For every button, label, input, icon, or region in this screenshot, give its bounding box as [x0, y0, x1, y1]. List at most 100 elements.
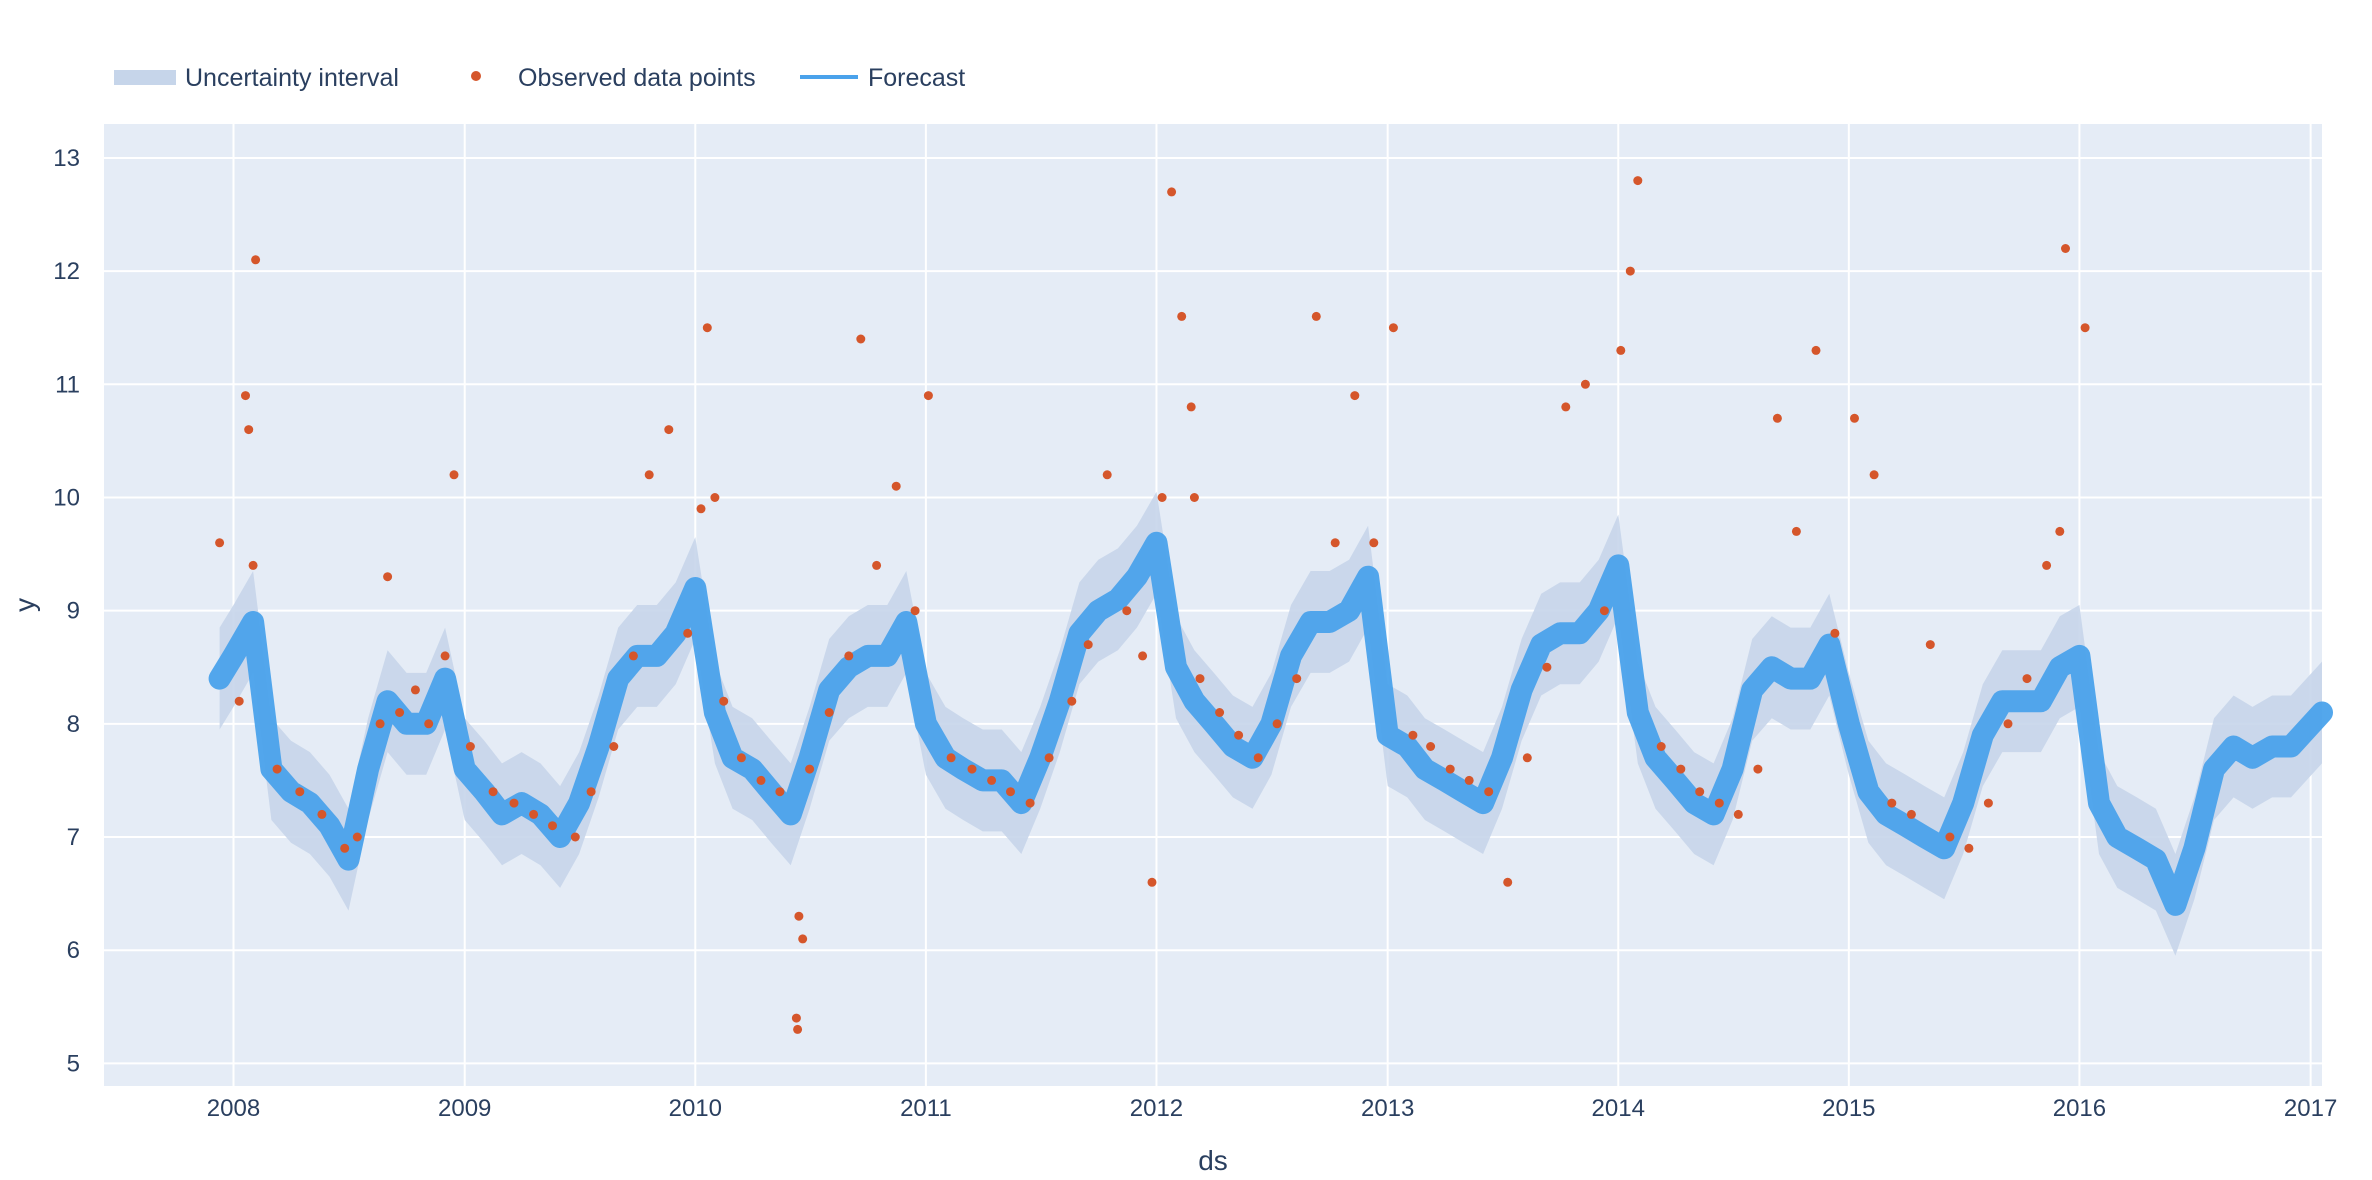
- observed-point: [488, 787, 498, 797]
- observed-point: [793, 1024, 803, 1034]
- observed-point: [1542, 662, 1552, 672]
- observed-point: [1157, 493, 1167, 502]
- y-tick-label-3: 8: [67, 711, 80, 738]
- observed-point: [609, 742, 619, 751]
- observed-point: [317, 809, 327, 819]
- observed-point: [987, 775, 997, 785]
- x-tick-label-8: 2016: [2053, 1095, 2106, 1122]
- observed-point: [923, 391, 933, 401]
- observed-point: [529, 809, 539, 819]
- observed-point: [1983, 798, 1993, 808]
- observed-point: [1253, 753, 1263, 763]
- observed-point: [1122, 606, 1132, 616]
- legend-label-forecast: Forecast: [868, 64, 965, 92]
- observed-point: [2061, 244, 2070, 253]
- observed-point: [1025, 798, 1035, 808]
- observed-point: [719, 696, 729, 706]
- observed-points: [215, 176, 2090, 1034]
- observed-point: [251, 255, 261, 265]
- forecast-line-layer: [208, 531, 2333, 916]
- observed-point: [1753, 764, 1763, 774]
- observed-point: [410, 685, 420, 695]
- observed-point: [2003, 719, 2013, 729]
- observed-point: [1484, 787, 1494, 797]
- observed-point: [1067, 696, 1077, 706]
- observed-point: [1102, 470, 1112, 480]
- x-tick-label-1: 2009: [438, 1095, 491, 1122]
- observed-point: [967, 764, 977, 774]
- x-tick-label-0: 2008: [207, 1095, 260, 1122]
- observed-point: [1906, 809, 1916, 819]
- observed-point: [1311, 311, 1321, 321]
- observed-point: [1189, 493, 1199, 502]
- observed-point: [244, 425, 254, 435]
- y-tick-label-5: 10: [53, 484, 80, 511]
- observed-point: [352, 832, 362, 842]
- x-tick-label-3: 2011: [900, 1095, 952, 1122]
- observed-point: [1695, 787, 1705, 797]
- y-axis-ticks: 5 6 7 8 9 10 11 12 13: [53, 145, 80, 1077]
- y-tick-label-1: 6: [67, 937, 80, 964]
- observed-point: [644, 470, 654, 480]
- observed-point: [2022, 674, 2032, 684]
- observed-point: [383, 572, 393, 582]
- observed-point: [1964, 843, 1974, 853]
- observed-point: [1625, 266, 1635, 276]
- legend-item-uncertainty[interactable]: Uncertainty interval: [114, 64, 399, 92]
- y-tick-label-0: 5: [67, 1050, 80, 1077]
- observed-point: [272, 764, 282, 774]
- x-tick-label-7: 2015: [1822, 1095, 1875, 1122]
- observed-point: [1272, 719, 1282, 729]
- observed-point: [736, 753, 746, 763]
- y-tick-label-6: 11: [55, 371, 80, 398]
- observed-point: [465, 742, 475, 751]
- legend: Uncertainty interval Observed data point…: [114, 64, 965, 92]
- x-tick-label-2: 2010: [669, 1095, 722, 1122]
- observed-point: [1633, 176, 1643, 186]
- observed-point: [891, 481, 901, 491]
- observed-point: [1330, 538, 1340, 548]
- observed-point: [586, 787, 596, 797]
- observed-point: [910, 606, 920, 616]
- legend-item-forecast[interactable]: Forecast: [800, 64, 965, 92]
- observed-point: [794, 911, 804, 921]
- observed-point: [1044, 753, 1054, 763]
- observed-point: [509, 798, 519, 808]
- observed-point: [1599, 606, 1609, 616]
- x-axis-ticks: 2008 2009 2010 2011 2012 2013 2014 2015 2016 2017: [207, 1095, 2338, 1122]
- legend-swatch-uncertainty: [114, 70, 176, 85]
- observed-point: [395, 708, 405, 717]
- observed-point: [1292, 674, 1302, 684]
- observed-point: [1887, 798, 1897, 808]
- observed-point: [824, 708, 834, 717]
- observed-point: [856, 334, 866, 344]
- observed-point: [340, 843, 350, 853]
- observed-point: [295, 787, 305, 797]
- y-tick-label-4: 9: [67, 598, 80, 625]
- observed-point: [1445, 764, 1455, 774]
- observed-point: [1772, 413, 1782, 423]
- observed-point: [1830, 628, 1840, 638]
- observed-point: [1138, 651, 1148, 661]
- legend-label-observed: Observed data points: [518, 64, 756, 92]
- observed-point: [1234, 730, 1244, 740]
- observed-point: [664, 425, 674, 435]
- observed-point: [248, 560, 258, 570]
- observed-point: [1195, 674, 1205, 684]
- observed-point: [1869, 470, 1879, 480]
- observed-point: [1177, 311, 1187, 321]
- observed-point: [798, 934, 808, 944]
- observed-point: [1925, 640, 1935, 650]
- x-tick-label-5: 2013: [1361, 1095, 1414, 1122]
- y-tick-label-8: 13: [53, 145, 80, 172]
- x-axis-title: ds: [1198, 1145, 1228, 1176]
- y-tick-label-7: 12: [53, 258, 80, 285]
- legend-item-observed[interactable]: Observed data points: [471, 64, 756, 92]
- y-axis-title: y: [9, 598, 40, 612]
- observed-point: [1369, 538, 1379, 548]
- observed-point: [234, 696, 244, 706]
- legend-label-uncertainty: Uncertainty interval: [185, 64, 399, 92]
- observed-point: [1426, 742, 1436, 751]
- observed-point: [1167, 187, 1177, 197]
